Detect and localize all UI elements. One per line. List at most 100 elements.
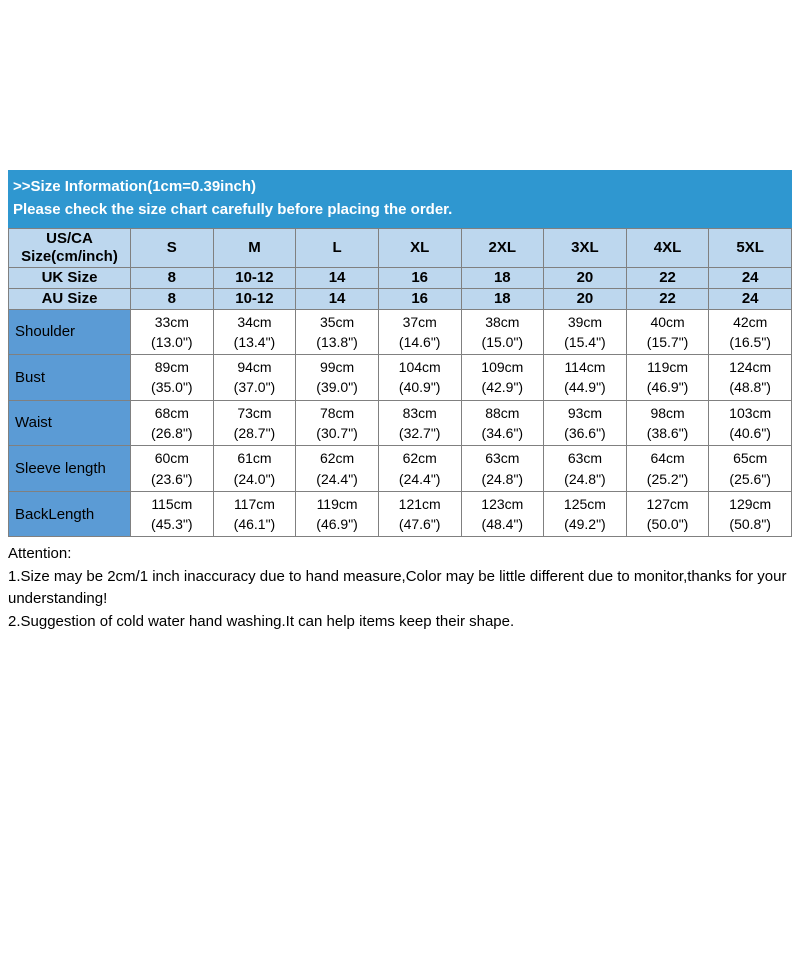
measurement-row: Waist 68cm (26.8") 73cm (28.7") 78cm (30.7") 83…: [8, 399, 792, 447]
measurement-inch-value: (44.9"): [564, 379, 606, 396]
measurement-cell: 38cm (15.0"): [460, 308, 545, 356]
region-size-cell: 20: [543, 266, 627, 289]
measurement-cm-value: 65cm: [733, 450, 768, 467]
measurement-inch-value: (24.4"): [398, 470, 441, 487]
region-size-cell: 10-12: [212, 266, 297, 289]
region-size-cell: 10-12: [212, 287, 297, 310]
measurement-row-label: Sleeve length: [8, 445, 131, 492]
measurement-cm-value: 99cm: [319, 359, 355, 376]
measurement-inch-value: (40.9"): [398, 379, 441, 396]
measurement-cell: 78cm (30.7"): [295, 399, 379, 447]
size-chart-sheet: >>Size Information(1cm=0.39inch) Please …: [8, 170, 792, 633]
region-size-cell: 14: [295, 287, 379, 310]
measurement-row-label: Shoulder: [8, 308, 131, 356]
measurement-inch-value: (34.6"): [481, 424, 524, 441]
measurement-cell: 64cm (25.2"): [625, 445, 710, 492]
measurement-cm-value: 109cm: [481, 359, 524, 376]
measurement-cm-value: 62cm: [319, 450, 355, 467]
measurement-cm-value: 119cm: [647, 359, 689, 376]
measurement-inch-value: (23.6"): [151, 470, 193, 487]
measurement-cell: 63cm (24.8"): [460, 445, 545, 492]
measurement-inch-value: (46.9"): [646, 379, 689, 396]
measurement-cm-value: 127cm: [646, 495, 689, 512]
region-size-cell: 18: [460, 266, 545, 289]
measurement-cm-value: 78cm: [319, 404, 355, 421]
measurement-inch-value: (14.6"): [398, 333, 441, 350]
measurement-cell: 103cm (40.6"): [708, 399, 792, 447]
measurement-inch-value: (24.0"): [233, 470, 276, 487]
measurement-inch-value: (48.4"): [481, 516, 524, 533]
measurement-inch-value: (39.0"): [316, 379, 358, 396]
measurement-inch-value: (47.6"): [398, 516, 441, 533]
measurement-cm-value: 114cm: [564, 359, 606, 376]
us-ca-size-header: US/CA Size(cm/inch): [8, 227, 131, 268]
measurement-cm-value: 115cm: [151, 495, 193, 512]
measurement-cell: 119cm (46.9"): [625, 354, 710, 401]
measurement-cell: 33cm (13.0"): [130, 308, 214, 356]
measurement-cell: 73cm (28.7"): [212, 399, 297, 447]
measurement-inch-value: (46.1"): [233, 516, 276, 533]
measurement-cm-value: 60cm: [154, 450, 189, 467]
measurement-cm-value: 125cm: [563, 495, 606, 512]
measurement-inch-value: (37.0"): [233, 379, 276, 396]
measurement-cell: 125cm (49.2"): [543, 490, 627, 538]
size-column-header: XL: [377, 227, 462, 268]
measurement-cell: 115cm (45.3"): [130, 490, 214, 538]
measurement-cm-value: 68cm: [154, 404, 189, 421]
measurement-inch-value: (28.7"): [233, 424, 276, 441]
measurement-cell: 123cm (48.4"): [460, 490, 545, 538]
measurement-cm-value: 35cm: [319, 313, 355, 330]
size-column-header: 2XL: [460, 227, 545, 268]
measurement-inch-value: (24.8"): [481, 470, 524, 487]
measurement-cell: 119cm (46.9"): [295, 490, 379, 538]
banner-subtitle: Please check the size chart carefully be…: [13, 201, 453, 219]
measurement-inch-value: (48.8"): [729, 379, 771, 396]
measurement-cm-value: 121cm: [398, 495, 441, 512]
size-header-row: US/CA Size(cm/inch) S M L XL 2XL 3XL 4XL 5XL: [8, 227, 792, 268]
size-column-header: S: [130, 227, 214, 268]
measurement-body: Shoulder 33cm (13.0") 34cm (13.4") 35cm (13.8"…: [8, 308, 792, 538]
measurement-cell: 42cm (16.5"): [708, 308, 792, 356]
measurement-cm-value: 89cm: [154, 359, 189, 376]
size-table: US/CA Size(cm/inch) S M L XL 2XL 3XL 4XL 5XL UK…: [8, 227, 792, 538]
size-table-header: US/CA Size(cm/inch) S M L XL 2XL 3XL 4XL 5XL UK…: [8, 227, 792, 310]
measurement-cell: 129cm (50.8"): [708, 490, 792, 538]
region-size-cell: 14: [295, 266, 379, 289]
measurement-inch-value: (36.6"): [564, 424, 606, 441]
measurement-cell: 98cm (38.6"): [625, 399, 710, 447]
measurement-inch-value: (13.8"): [316, 333, 358, 350]
size-info-banner: >>Size Information(1cm=0.39inch) Please …: [8, 170, 792, 228]
measurement-inch-value: (32.7"): [398, 424, 441, 441]
measurement-cm-value: 61cm: [237, 450, 272, 467]
measurement-inch-value: (25.2"): [646, 470, 689, 487]
measurement-cm-value: 123cm: [481, 495, 524, 512]
measurement-cell: 104cm (40.9"): [377, 354, 462, 401]
measurement-cm-value: 63cm: [567, 450, 603, 467]
measurement-cell: 93cm (36.6"): [543, 399, 627, 447]
measurement-row: Shoulder 33cm (13.0") 34cm (13.4") 35cm (13.8"…: [8, 308, 792, 356]
region-size-cell: 8: [130, 287, 214, 310]
measurement-row: BackLength 115cm (45.3") 117cm (46.1") 119cm (…: [8, 490, 792, 538]
measurement-inch-value: (15.4"): [564, 333, 606, 350]
measurement-cm-value: 98cm: [650, 404, 685, 421]
region-size-cell: 22: [625, 287, 710, 310]
measurement-cell: 124cm (48.8"): [708, 354, 792, 401]
measurement-cm-value: 63cm: [485, 450, 520, 467]
region-size-cell: 22: [625, 266, 710, 289]
size-column-header: M: [212, 227, 297, 268]
measurement-cm-value: 33cm: [154, 313, 189, 330]
region-size-cell: 24: [708, 287, 792, 310]
measurement-cell: 61cm (24.0"): [212, 445, 297, 492]
measurement-cm-value: 37cm: [402, 313, 437, 330]
measurement-inch-value: (45.3"): [151, 516, 193, 533]
region-row-label: AU Size: [8, 287, 131, 310]
region-size-cell: 24: [708, 266, 792, 289]
measurement-cm-value: 62cm: [402, 450, 437, 467]
region-row-label: UK Size: [8, 266, 131, 289]
measurement-inch-value: (50.0"): [646, 516, 689, 533]
measurement-cm-value: 119cm: [316, 495, 358, 512]
measurement-inch-value: (50.8"): [729, 516, 771, 533]
measurement-inch-value: (35.0"): [151, 379, 193, 396]
measurement-cell: 99cm (39.0"): [295, 354, 379, 401]
measurement-cm-value: 94cm: [237, 359, 272, 376]
